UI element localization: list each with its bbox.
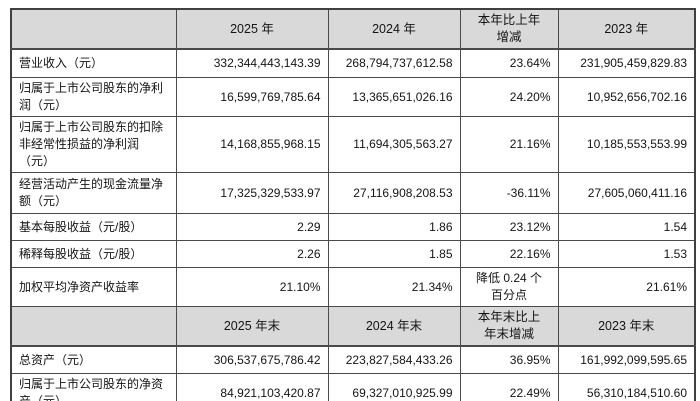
table-row-revenue: 营业收入（元） 332,344,443,143.39 268,794,737,6…: [10, 48, 696, 78]
table-row-net-assets: 归属于上市公司股东的净资产（元） 84,921,103,420.87 69,32…: [10, 373, 696, 401]
cell-2024: 11,694,305,563.27: [327, 116, 461, 173]
annual-header-row: 2025 年 2024 年 本年比上年 增减 2023 年: [10, 8, 696, 50]
cell-change: 降低 0.24 个 百分点: [459, 267, 559, 307]
row-label: 稀释每股收益（元/股）: [10, 240, 177, 268]
cell-2024: 1.86: [327, 213, 461, 241]
cell-change: 24.20%: [459, 77, 559, 117]
header-year-2025: 2025 年: [175, 8, 329, 50]
header-year-2023: 2023 年: [557, 8, 696, 50]
cell-2025: 332,344,443,143.39: [175, 48, 329, 78]
cell-2024: 13,365,651,026.16: [327, 77, 461, 117]
cell-2025: 2.29: [175, 213, 329, 241]
cell-2023: 10,952,656,702.16: [557, 77, 696, 117]
cell-2023: 10,185,553,553.99: [557, 116, 696, 173]
cell-change: 22.16%: [459, 240, 559, 268]
table-row-net-profit-excl-nonrecurring: 归属于上市公司股东的扣除非经常性损益的净利润（元） 14,168,855,968…: [10, 116, 696, 173]
cell-2025: 14,168,855,968.15: [175, 116, 329, 173]
cell-change: 22.49%: [459, 373, 559, 401]
table-row-basic-eps: 基本每股收益（元/股） 2.29 1.86 23.12% 1.54: [10, 213, 696, 241]
row-label: 归属于上市公司股东的净资产（元）: [10, 373, 177, 401]
cell-2025: 2.26: [175, 240, 329, 268]
cell-2023: 21.61%: [557, 267, 696, 307]
cell-2024: 223,827,584,433.26: [327, 345, 461, 374]
header-year-end-2025: 2025 年末: [175, 306, 329, 347]
row-label: 归属于上市公司股东的扣除非经常性损益的净利润（元）: [10, 116, 177, 173]
cell-2025: 21.10%: [175, 267, 329, 307]
cell-change: 36.95%: [459, 345, 559, 374]
cell-2023: 1.54: [557, 213, 696, 241]
cell-2025: 84,921,103,420.87: [175, 373, 329, 401]
row-label: 经营活动产生的现金流量净额（元）: [10, 172, 177, 214]
cell-2025: 16,599,769,785.64: [175, 77, 329, 117]
cell-2024: 27,116,908,208.53: [327, 172, 461, 214]
cell-2025: 17,325,329,533.97: [175, 172, 329, 214]
cell-2024: 1.85: [327, 240, 461, 268]
cell-2025: 306,537,675,786.42: [175, 345, 329, 374]
table-row-operating-cash-flow: 经营活动产生的现金流量净额（元） 17,325,329,533.97 27,11…: [10, 172, 696, 214]
row-label: 营业收入（元）: [10, 48, 177, 78]
cell-change: 23.64%: [459, 48, 559, 78]
cell-2023: 27,605,060,411.16: [557, 172, 696, 214]
cell-2023: 231,905,459,829.83: [557, 48, 696, 78]
cell-2024: 268,794,737,612.58: [327, 48, 461, 78]
cell-2023: 1.53: [557, 240, 696, 268]
financial-summary-table: 2025 年 2024 年 本年比上年 增减 2023 年 营业收入（元） 33…: [10, 8, 696, 401]
row-label: 总资产（元）: [10, 345, 177, 374]
cell-change: 23.12%: [459, 213, 559, 241]
cell-2024: 21.34%: [327, 267, 461, 307]
cell-change: 21.16%: [459, 116, 559, 173]
period-end-header-row: 2025 年末 2024 年末 本年末比上 年末增减 2023 年末: [10, 306, 696, 347]
table-row-weighted-avg-roe: 加权平均净资产收益率 21.10% 21.34% 降低 0.24 个 百分点 2…: [10, 267, 696, 307]
cell-2023: 161,992,099,595.65: [557, 345, 696, 374]
header-year-2024: 2024 年: [327, 8, 461, 50]
cell-change: -36.11%: [459, 172, 559, 214]
header-blank-cell: [10, 8, 177, 50]
header-year-end-2024: 2024 年末: [327, 306, 461, 347]
header-year-end-2023: 2023 年末: [557, 306, 696, 347]
table-row-diluted-eps: 稀释每股收益（元/股） 2.26 1.85 22.16% 1.53: [10, 240, 696, 268]
row-label: 加权平均净资产收益率: [10, 267, 177, 307]
header-year-end-change: 本年末比上 年末增减: [459, 306, 559, 347]
cell-2024: 69,327,010,925.99: [327, 373, 461, 401]
table-row-net-profit: 归属于上市公司股东的净利润（元） 16,599,769,785.64 13,36…: [10, 77, 696, 117]
header-blank-cell: [10, 306, 177, 347]
cell-2023: 56,310,184,510.60: [557, 373, 696, 401]
row-label: 基本每股收益（元/股）: [10, 213, 177, 241]
table-row-total-assets: 总资产（元） 306,537,675,786.42 223,827,584,43…: [10, 345, 696, 374]
row-label: 归属于上市公司股东的净利润（元）: [10, 77, 177, 117]
header-yoy-change: 本年比上年 增减: [459, 8, 559, 50]
